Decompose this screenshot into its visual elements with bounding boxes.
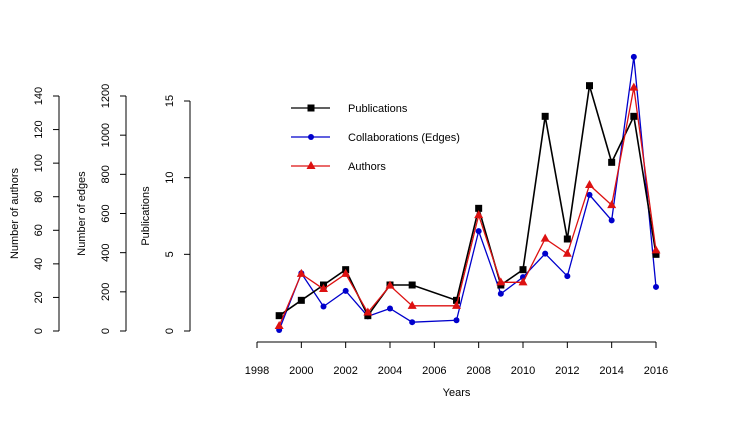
series-publications bbox=[275, 82, 660, 320]
data-point bbox=[563, 235, 571, 243]
y-axis-1: 0 200 400 600 800 1000 1200 Number of edges bbox=[76, 84, 127, 334]
legend-marker bbox=[307, 104, 315, 112]
data-point bbox=[564, 273, 571, 280]
data-point bbox=[341, 268, 351, 277]
y-tick-label: 0 bbox=[100, 328, 112, 334]
legend-marker bbox=[308, 134, 314, 140]
x-axis: 1998 2000 2002 2004 2006 2008 2010 2012 2014 2016… bbox=[245, 341, 668, 399]
data-point bbox=[453, 317, 460, 324]
data-point bbox=[297, 296, 305, 304]
data-point bbox=[319, 284, 328, 293]
x-tick-label: 2000 bbox=[289, 365, 313, 377]
data-point bbox=[474, 210, 484, 219]
data-point bbox=[408, 281, 416, 289]
y-tick-label: 10 bbox=[164, 172, 176, 184]
x-tick-label: 2016 bbox=[644, 365, 668, 377]
y-tick-label: 600 bbox=[100, 204, 112, 222]
legend-entry: Publications bbox=[291, 103, 408, 115]
data-point bbox=[453, 296, 460, 304]
x-tick-label: 2014 bbox=[599, 365, 623, 377]
data-point bbox=[608, 217, 615, 224]
series-collaborations-edges bbox=[276, 53, 659, 334]
data-point bbox=[363, 307, 373, 316]
y-axis-2: 0 5 10 15 Publications bbox=[140, 95, 191, 334]
y-tick-label: 200 bbox=[100, 283, 112, 301]
data-point bbox=[586, 191, 593, 198]
y-axis-title: Number of authors bbox=[9, 167, 21, 259]
x-tick-label: 2010 bbox=[511, 365, 535, 377]
y-tick-label: 1200 bbox=[100, 84, 112, 108]
x-axis-title: Years bbox=[443, 387, 471, 399]
y-tick-label: 140 bbox=[33, 87, 45, 105]
data-point bbox=[475, 204, 483, 212]
data-point bbox=[651, 245, 661, 254]
data-point bbox=[541, 112, 549, 120]
legend-entry: Authors bbox=[291, 161, 386, 173]
x-tick-label: 2008 bbox=[466, 365, 490, 377]
y-tick-label: 100 bbox=[33, 154, 45, 172]
y-axis-title: Publications bbox=[140, 186, 152, 246]
data-point bbox=[585, 179, 594, 188]
legend: Publications Collaborations (Edges) Author… bbox=[291, 103, 460, 173]
y-tick-label: 40 bbox=[33, 258, 45, 270]
data-point bbox=[630, 112, 638, 120]
y-axis-0: 0 20 40 60 80 100 120 140 Number of authors bbox=[9, 87, 60, 334]
data-point bbox=[364, 312, 372, 320]
data-point bbox=[407, 300, 417, 309]
x-tick-label: 2006 bbox=[422, 365, 446, 377]
data-point bbox=[652, 250, 660, 258]
y-tick-label: 80 bbox=[33, 191, 45, 203]
data-point bbox=[497, 290, 504, 297]
data-point bbox=[586, 82, 593, 90]
data-point bbox=[607, 200, 617, 209]
legend-entry: Collaborations (Edges) bbox=[291, 132, 460, 144]
legend-label: Publications bbox=[348, 103, 408, 115]
x-tick-label: 1998 bbox=[245, 365, 269, 377]
y-axis-title: Number of edges bbox=[76, 171, 88, 256]
data-point bbox=[542, 250, 549, 257]
data-point bbox=[409, 319, 416, 326]
data-point bbox=[540, 233, 550, 242]
legend-label: Authors bbox=[348, 161, 386, 173]
y-tick-label: 0 bbox=[164, 328, 176, 334]
legend-label: Collaborations (Edges) bbox=[348, 132, 460, 144]
y-tick-label: 15 bbox=[164, 95, 176, 107]
y-tick-label: 120 bbox=[33, 120, 45, 138]
data-point bbox=[452, 300, 461, 309]
data-point bbox=[630, 53, 637, 60]
x-tick-label: 2004 bbox=[378, 365, 402, 377]
data-point bbox=[385, 280, 395, 289]
data-point bbox=[608, 158, 616, 166]
y-tick-label: 5 bbox=[164, 251, 176, 257]
x-tick-label: 2012 bbox=[555, 365, 579, 377]
data-point bbox=[296, 268, 306, 277]
y-tick-label: 20 bbox=[33, 291, 45, 303]
y-tick-label: 1000 bbox=[100, 123, 112, 147]
data-point bbox=[518, 277, 528, 286]
series-layer bbox=[274, 53, 661, 334]
data-point bbox=[475, 228, 482, 235]
data-point bbox=[562, 248, 572, 257]
y-tick-label: 800 bbox=[100, 165, 112, 183]
data-point bbox=[519, 266, 527, 274]
data-point bbox=[342, 287, 349, 294]
data-point bbox=[274, 320, 284, 329]
data-point bbox=[320, 303, 327, 310]
x-tick-label: 2002 bbox=[333, 365, 357, 377]
y-tick-label: 400 bbox=[100, 243, 112, 261]
y-tick-label: 0 bbox=[33, 328, 45, 334]
data-point bbox=[387, 305, 393, 312]
data-point bbox=[653, 283, 659, 290]
y-tick-label: 60 bbox=[33, 224, 45, 236]
data-point bbox=[629, 82, 639, 91]
legend-marker bbox=[306, 161, 316, 169]
data-point bbox=[496, 277, 506, 286]
data-point bbox=[275, 312, 283, 320]
series-authors bbox=[274, 82, 661, 329]
